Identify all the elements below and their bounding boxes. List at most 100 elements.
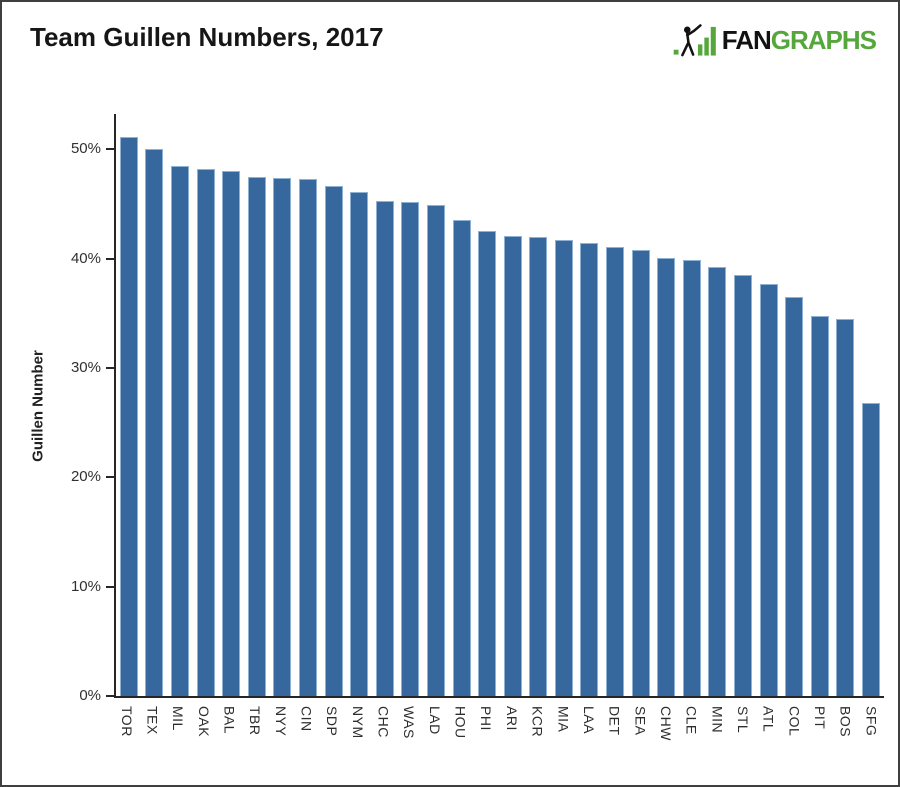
x-label-slot: MIL — [165, 706, 191, 741]
bar-slot — [346, 191, 372, 696]
x-label-slot: MIN — [704, 706, 730, 741]
x-tick-label-MIN: MIN — [709, 706, 726, 734]
bar-BOS — [836, 318, 855, 696]
bar-slot — [295, 178, 321, 696]
bar-CIN — [298, 178, 317, 696]
fangraphs-logo: FAN GRAPHS — [673, 24, 877, 57]
bar-slot — [653, 257, 679, 696]
x-tick-label-CHW: CHW — [657, 706, 674, 741]
x-label-slot: TEX — [140, 706, 166, 741]
y-tick-label: 40% — [70, 249, 101, 267]
bar-slot — [807, 315, 833, 696]
bar-WAS — [401, 201, 420, 696]
x-label-slot: PIT — [807, 706, 833, 741]
x-label-slot: CHC — [371, 706, 397, 741]
bar-CLE — [682, 259, 701, 696]
bar-slot — [474, 231, 500, 696]
x-label-slot: OAK — [191, 706, 217, 741]
y-tick-label: 50% — [70, 140, 101, 158]
x-label-slot: COL — [781, 706, 807, 741]
bar-NYM — [350, 191, 369, 696]
x-tick-label-COL: COL — [786, 706, 803, 737]
bar-slot — [423, 205, 449, 696]
bar-slot — [551, 240, 577, 696]
x-tick-label-STL: STL — [734, 706, 751, 734]
logo-text-graphs: GRAPHS — [770, 25, 877, 55]
y-tick — [106, 257, 116, 260]
x-tick-label-SFG: SFG — [863, 706, 880, 737]
x-tick-label-CLE: CLE — [683, 706, 700, 735]
bar-slot — [500, 235, 526, 696]
y-tick — [106, 366, 116, 369]
bar-BAL — [222, 171, 241, 696]
x-tick-label-KCR: KCR — [529, 706, 546, 738]
x-label-slot: NYY — [268, 706, 294, 741]
y-tick — [106, 148, 116, 151]
x-tick-label-TOR: TOR — [118, 706, 135, 737]
bar-slot — [244, 176, 270, 696]
logo-text-fan: FAN — [721, 25, 772, 55]
x-tick-label-CIN: CIN — [298, 706, 315, 732]
x-tick-label-PHI: PHI — [478, 706, 495, 731]
plot-area: 0% 10% 20% 30% 40% 50% — [71, 114, 884, 704]
bar-slot — [193, 168, 219, 696]
bar-slot — [270, 177, 296, 696]
x-label-slot: LAA — [576, 706, 602, 741]
x-tick-label-DET: DET — [606, 706, 623, 736]
x-tick-label-NYM: NYM — [349, 706, 366, 739]
bar-MIN — [708, 267, 727, 696]
bar-SFG — [862, 403, 881, 696]
y-tick-label: 30% — [70, 358, 101, 376]
bar-PIT — [810, 315, 829, 696]
bar-slot — [116, 137, 142, 696]
chart-title: Team Guillen Numbers, 2017 — [30, 22, 384, 52]
bar-KCR — [529, 236, 548, 696]
x-label-slot: NYM — [345, 706, 371, 741]
plot-bars — [116, 114, 884, 696]
bar-slot — [679, 259, 705, 696]
x-label-slot: CIN — [294, 706, 320, 741]
bar-ATL — [759, 283, 778, 696]
x-label-slot: TBR — [242, 706, 268, 741]
bar-slot — [833, 318, 859, 696]
bar-HOU — [452, 220, 471, 696]
bar-slot — [730, 275, 756, 696]
y-tick — [106, 585, 116, 588]
bar-CHW — [657, 257, 676, 696]
bar-slot — [321, 186, 347, 696]
bar-PHI — [478, 231, 497, 696]
x-label-slot: HOU — [448, 706, 474, 741]
x-tick-label-LAA: LAA — [580, 706, 597, 734]
x-label-slot: SFG — [858, 706, 884, 741]
bar-OAK — [196, 168, 215, 696]
x-label-slot: DET — [602, 706, 628, 741]
x-label-slot: PHI — [473, 706, 499, 741]
bar-slot — [526, 236, 552, 696]
fangraphs-batter-icon — [673, 24, 716, 57]
x-label-slot: SEA — [627, 706, 653, 741]
bar-slot — [398, 201, 424, 696]
bar-NYY — [273, 177, 292, 696]
x-tick-label-MIL: MIL — [170, 706, 187, 731]
y-tick — [106, 476, 116, 479]
x-label-slot: CLE — [679, 706, 705, 741]
x-tick-label-HOU: HOU — [452, 706, 469, 739]
y-axis-title: Guillen Number — [29, 350, 47, 462]
bar-slot — [218, 171, 244, 696]
x-label-slot: SDP — [319, 706, 345, 741]
x-label-slot: BOS — [833, 706, 859, 741]
y-tick-label: 20% — [70, 468, 101, 486]
bar-slot — [756, 283, 782, 696]
x-tick-label-SEA: SEA — [632, 706, 649, 736]
y-tick-label: 0% — [79, 687, 101, 704]
bar-COL — [785, 296, 804, 696]
bar-ARI — [503, 235, 522, 696]
bar-DET — [606, 246, 625, 696]
x-tick-label-LAD: LAD — [426, 706, 443, 735]
x-label-slot: CHW — [653, 706, 679, 741]
x-tick-label-PIT: PIT — [811, 706, 828, 730]
bar-slot — [781, 296, 807, 696]
y-tick-label: 10% — [70, 577, 101, 595]
x-label-slot: STL — [730, 706, 756, 741]
x-tick-label-TEX: TEX — [144, 706, 161, 735]
